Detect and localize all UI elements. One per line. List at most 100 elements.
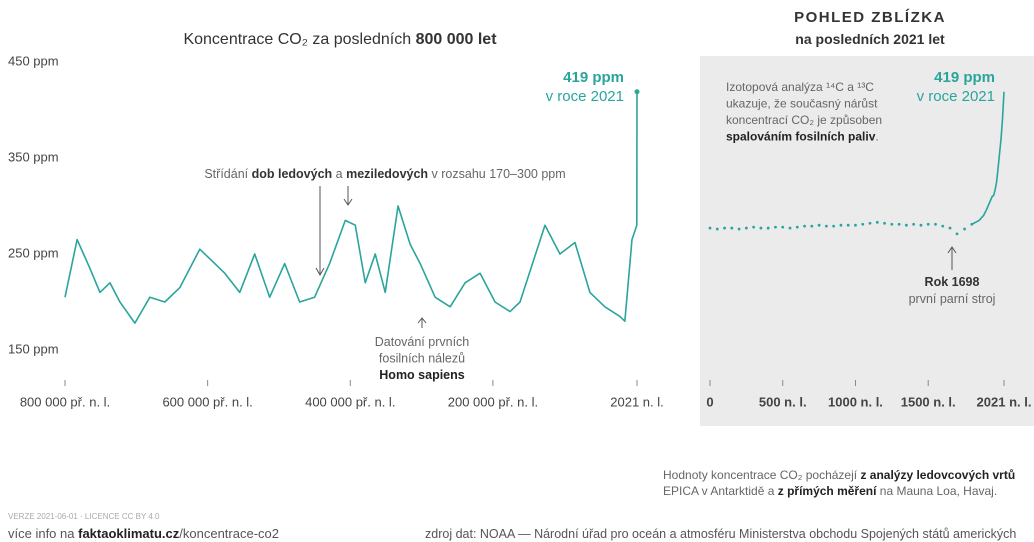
co2-line <box>64 91 638 324</box>
text-part: z přímých měření <box>778 484 877 498</box>
data-point <box>832 224 836 228</box>
annotation: Střídání dob ledových a meziledových v r… <box>204 167 565 181</box>
x-tick-label: 1500 n. l. <box>901 394 956 409</box>
chart-title: POHLED ZBLÍZKA <box>794 9 946 26</box>
text-part: Datování prvních <box>375 335 470 349</box>
data-point <box>897 222 901 226</box>
text-part: v roce 2021 <box>546 88 624 105</box>
arrow <box>343 186 353 206</box>
data-point <box>846 223 850 227</box>
data-point <box>715 227 719 231</box>
text-part: a <box>332 167 346 181</box>
text-part: ukazuje, že současný nárůst <box>726 97 878 111</box>
data-point <box>839 223 843 227</box>
text-part: Koncentrace CO₂ za posledních <box>183 31 415 48</box>
text-part: . <box>875 130 878 144</box>
annotation: v roce 2021 <box>917 88 995 105</box>
x-tick-label: 600 000 př. n. l. <box>162 394 252 409</box>
version: VERZE 2021-06-01 · LICENCE CC BY 4.0 <box>8 512 160 521</box>
y-tick-label: 450 ppm <box>8 53 59 68</box>
data-point <box>744 226 748 230</box>
text-part: koncentrací CO₂ je způsoben <box>726 113 882 127</box>
text-part: dob ledových <box>252 167 333 181</box>
annotation: Datování prvních <box>375 335 470 349</box>
arrows <box>315 186 957 328</box>
annotation: Rok 1698 <box>925 275 980 289</box>
data-point <box>941 224 945 228</box>
data-point <box>737 227 741 231</box>
text-part: v rozsahu 170–300 ppm <box>428 167 566 181</box>
text-part: Homo sapiens <box>379 368 464 382</box>
annotation: v roce 2021 <box>546 88 624 105</box>
info-link: více info na faktaoklimatu.cz/koncentrac… <box>8 526 279 541</box>
data-point <box>817 223 821 227</box>
arrow <box>315 186 325 277</box>
data-point <box>890 222 894 226</box>
x-tick-label: 500 n. l. <box>759 394 807 409</box>
chart-title: Koncentrace CO₂ za posledních 800 000 le… <box>183 31 497 48</box>
text-part: na Mauna Loa, Havaj. <box>876 484 997 498</box>
text-part: VERZE 2021-06-01 · LICENCE CC BY 4.0 <box>8 512 160 521</box>
text-part: 419 ppm <box>934 69 995 86</box>
annotation: EPICA v Antarktidě a z přímých měření na… <box>663 484 997 498</box>
data-point <box>723 226 726 230</box>
text-part: více info na <box>8 526 78 541</box>
text-part: první parní stroj <box>909 292 996 306</box>
data-point <box>803 224 806 228</box>
data-point <box>708 226 712 230</box>
data-point <box>766 226 770 230</box>
text-part: zdroj dat: NOAA — Národní úřad pro oceán… <box>425 527 1016 541</box>
data-point <box>904 223 908 227</box>
arrow <box>417 317 427 328</box>
x-tick-label: 800 000 př. n. l. <box>20 394 110 409</box>
data-point <box>788 226 792 230</box>
y-tick-label: 150 ppm <box>8 341 59 356</box>
data-point <box>883 221 886 225</box>
text-part: 419 ppm <box>563 69 624 86</box>
text-part: Izotopová analýza ¹⁴C a ¹³C <box>726 80 874 94</box>
data-point <box>934 222 937 226</box>
data-point <box>752 225 756 229</box>
data-point <box>963 227 966 231</box>
text-part: fosilních nálezů <box>379 352 465 366</box>
text-part: /koncentrace-co2 <box>179 526 279 541</box>
arrow <box>947 246 957 270</box>
x-tick-label: 2021 n. l. <box>610 394 664 409</box>
data-point <box>861 222 865 226</box>
chart-subtitle: na posledních 2021 let <box>795 31 945 47</box>
y-tick-label: 250 ppm <box>8 245 59 260</box>
text-part: EPICA v Antarktidě a <box>663 484 778 498</box>
annotation: Homo sapiens <box>379 368 464 382</box>
text-part: 800 000 let <box>416 31 498 48</box>
end-point <box>634 89 640 95</box>
x-tick-label: 400 000 př. n. l. <box>305 394 395 409</box>
y-tick-label: 350 ppm <box>8 149 59 164</box>
co2-line <box>971 91 1005 225</box>
text-part: na posledních 2021 let <box>795 31 945 47</box>
annotation: 419 ppm <box>563 69 624 86</box>
text-part: spalováním fosilních paliv <box>726 130 876 144</box>
annotation: fosilních nálezů <box>379 352 465 366</box>
data-point <box>854 223 857 227</box>
data-point <box>824 224 828 228</box>
text-part: meziledových <box>346 167 428 181</box>
text-part: Střídání <box>204 167 251 181</box>
text-part: faktaoklimatu.cz <box>78 526 180 541</box>
data-point <box>774 225 777 229</box>
annotation: Hodnoty koncentrace CO₂ pocházejí z anal… <box>663 468 1015 482</box>
text-part: POHLED ZBLÍZKA <box>794 9 946 26</box>
x-tick-label: 0 <box>706 394 713 409</box>
annotation: 419 ppm <box>934 69 995 86</box>
annotation: Izotopová analýza ¹⁴C a ¹³C <box>726 80 874 94</box>
annotation: spalováním fosilních paliv. <box>726 130 879 144</box>
data-point <box>795 225 799 229</box>
zoom-panel <box>700 56 1034 426</box>
data-point <box>730 226 734 230</box>
data-point <box>912 222 916 226</box>
data-point <box>948 226 952 230</box>
annotation: ukazuje, že současný nárůst <box>726 97 878 111</box>
text-part: v roce 2021 <box>917 88 995 105</box>
annotation: první parní stroj <box>909 292 996 306</box>
